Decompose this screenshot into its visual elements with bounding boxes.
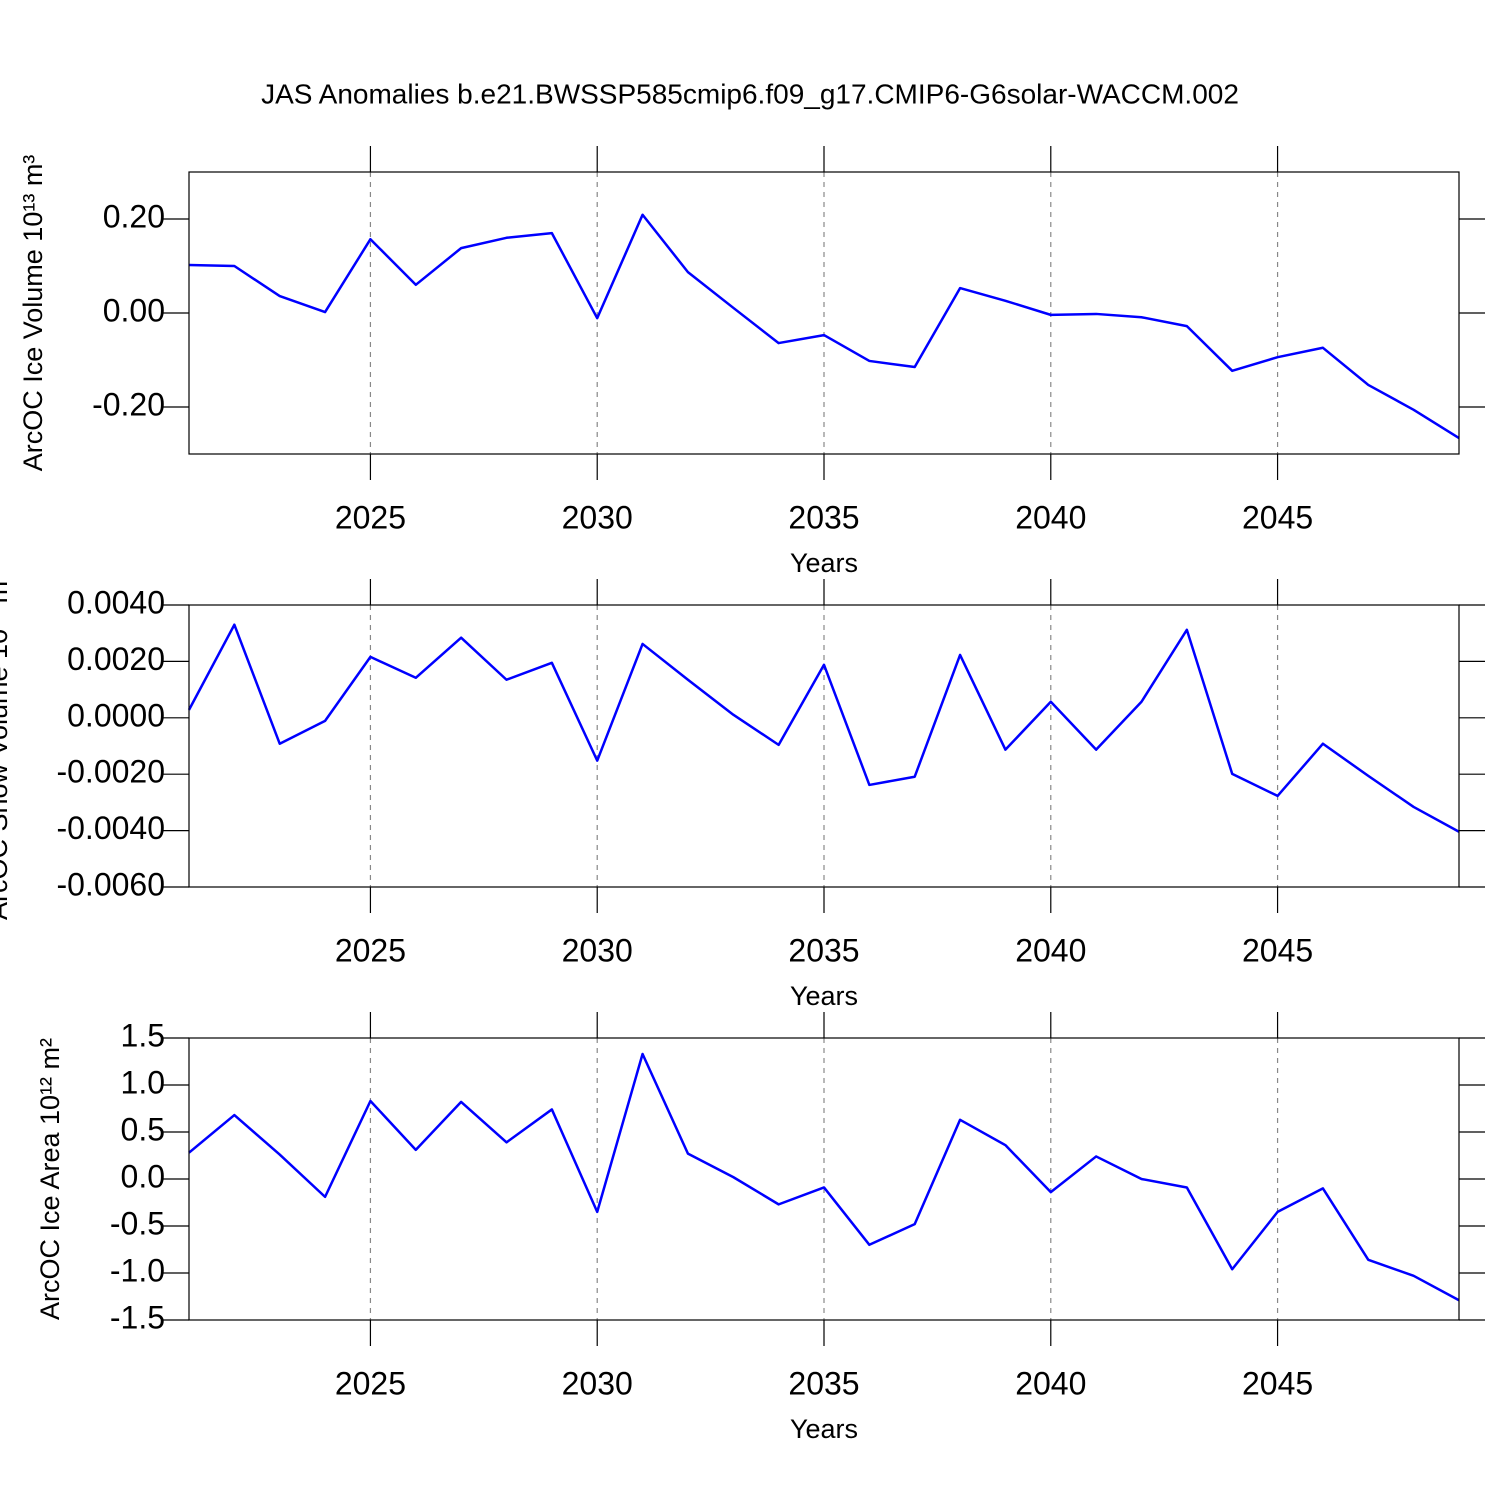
y-tick-label: -0.5 xyxy=(110,1205,165,1241)
figure-title: JAS Anomalies b.e21.BWSSP585cmip6.f09_g1… xyxy=(261,78,1239,109)
x-tick-label: 2045 xyxy=(1242,499,1313,535)
x-tick-label: 2030 xyxy=(562,499,633,535)
x-tick-label: 2025 xyxy=(335,1365,406,1401)
x-tick-label: 2025 xyxy=(335,499,406,535)
y-tick-label: 0.20 xyxy=(103,198,165,234)
x-tick-label: 2035 xyxy=(788,932,859,968)
y-axis-label: ArcOC Ice Area 10¹² m² xyxy=(35,1038,65,1320)
y-tick-label: 1.5 xyxy=(121,1017,165,1053)
x-tick-label: 2035 xyxy=(788,499,859,535)
y-tick-label: -0.0060 xyxy=(56,866,165,902)
data-line xyxy=(187,623,1460,833)
x-tick-label: 2040 xyxy=(1015,1365,1086,1401)
x-tick-label: 2025 xyxy=(335,932,406,968)
x-tick-label: 2030 xyxy=(562,932,633,968)
y-tick-label: -0.0020 xyxy=(56,754,165,790)
y-tick-label: 0.5 xyxy=(121,1111,165,1147)
x-tick-label: 2035 xyxy=(788,1365,859,1401)
plot-frame xyxy=(188,171,1460,455)
y-tick-label: 1.0 xyxy=(121,1064,165,1100)
data-line xyxy=(188,1052,1460,1302)
x-axis-label: Years xyxy=(790,1414,858,1444)
x-axis-label: Years xyxy=(790,981,858,1011)
x-tick-label: 2040 xyxy=(1015,499,1086,535)
y-tick-label: 0.00 xyxy=(103,292,165,328)
data-line xyxy=(188,213,1460,440)
x-tick-label: 2030 xyxy=(562,1365,633,1401)
x-axis-label: Years xyxy=(790,548,858,578)
y-tick-label: 0.0000 xyxy=(67,697,165,733)
y-tick-label: -1.5 xyxy=(110,1299,165,1335)
x-tick-label: 2045 xyxy=(1242,932,1313,968)
y-axis-label: ArcOC Snow Volume 10¹³ m³ xyxy=(0,572,13,920)
y-tick-label: -0.0040 xyxy=(56,810,165,846)
y-tick-label: -1.0 xyxy=(110,1252,165,1288)
y-tick-label: 0.0020 xyxy=(67,641,165,677)
y-tick-label: -0.20 xyxy=(92,386,165,422)
plot-frame xyxy=(188,604,1460,888)
x-tick-label: 2040 xyxy=(1015,932,1086,968)
y-tick-label: 0.0040 xyxy=(67,584,165,620)
plot-frame xyxy=(188,1037,1460,1321)
x-tick-label: 2045 xyxy=(1242,1365,1313,1401)
y-axis-label: ArcOC Ice Volume 10¹³ m³ xyxy=(18,155,48,472)
y-tick-label: 0.0 xyxy=(121,1158,165,1194)
